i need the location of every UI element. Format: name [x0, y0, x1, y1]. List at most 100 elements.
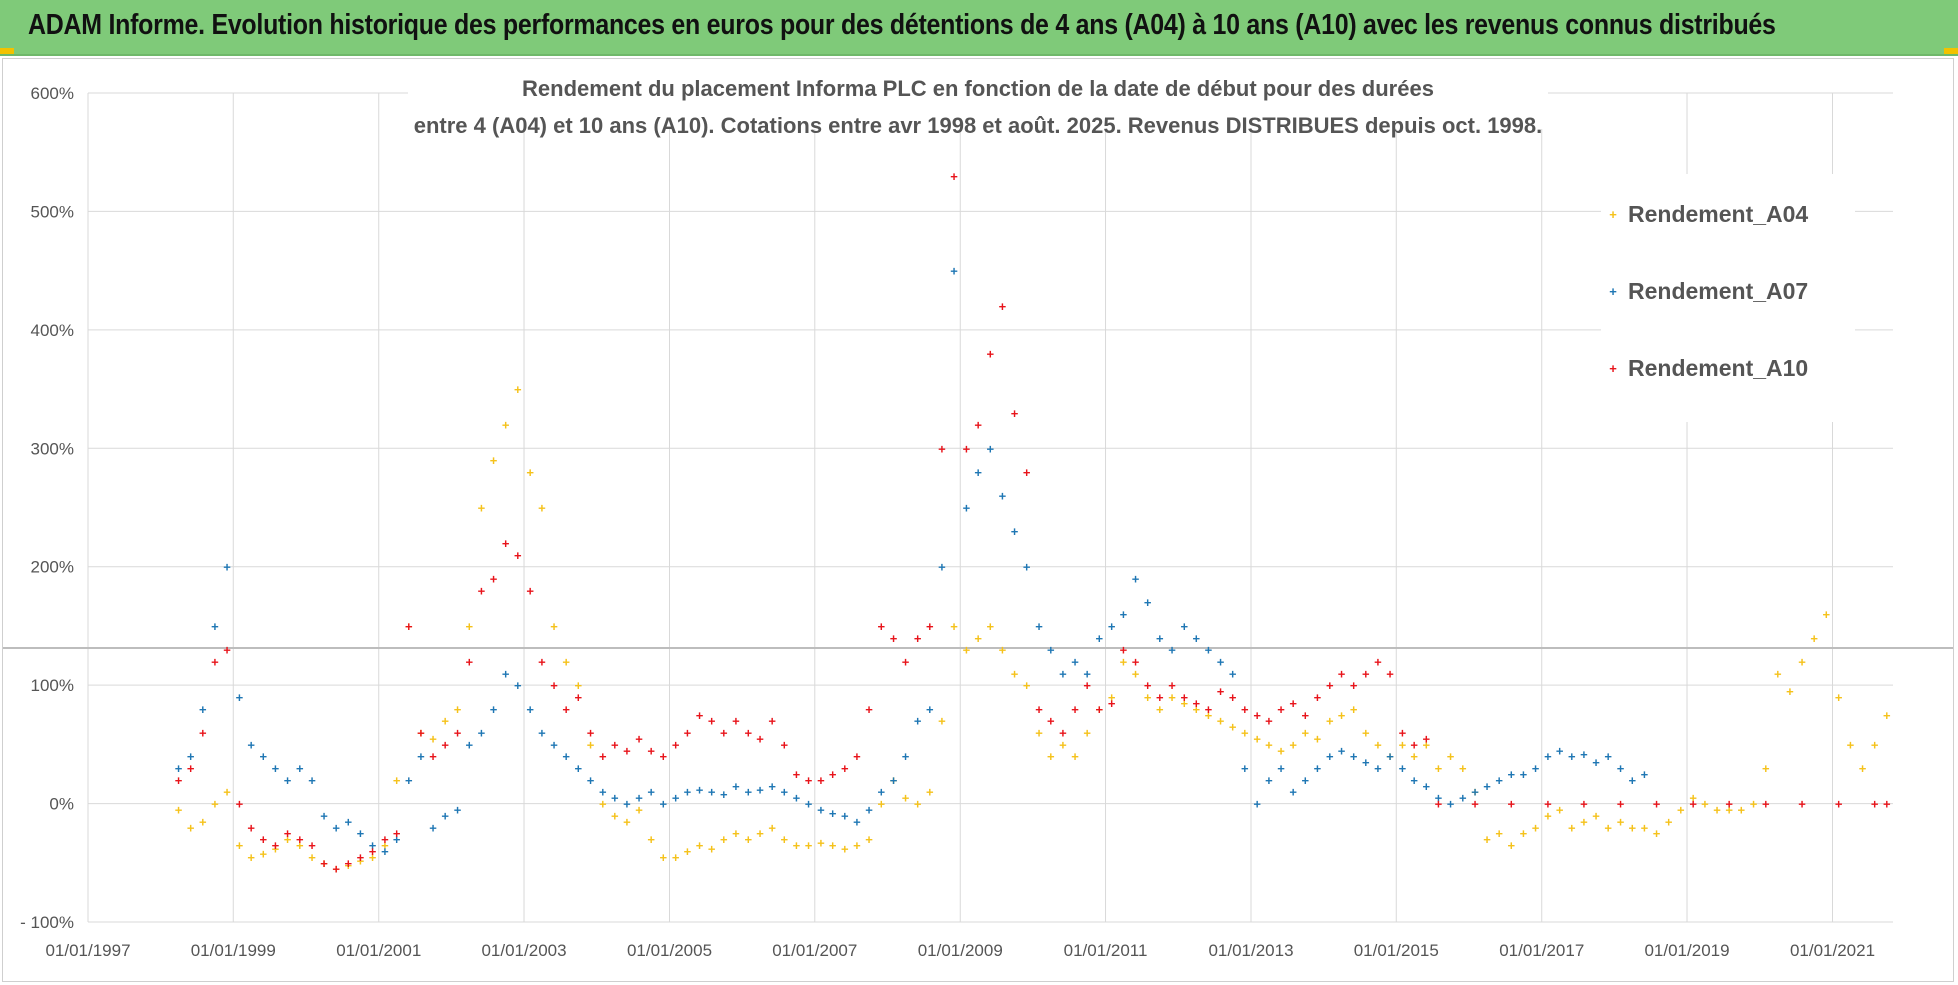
data-point: +: [199, 814, 207, 829]
data-point: +: [1265, 737, 1273, 752]
data-point: +: [1823, 607, 1831, 622]
data-point: +: [247, 820, 255, 835]
data-point: +: [963, 643, 971, 658]
data-point: +: [1192, 696, 1200, 711]
data-point: +: [1217, 684, 1225, 699]
data-point: +: [1120, 643, 1128, 658]
x-tick-label: 01/01/2015: [1354, 941, 1439, 960]
data-point: +: [357, 853, 365, 868]
data-point: +: [417, 726, 425, 741]
grid-lines: [87, 92, 1893, 923]
data-point: +: [708, 714, 716, 729]
data-point: +: [1289, 737, 1297, 752]
data-point: +: [805, 773, 813, 788]
data-point: +: [865, 802, 873, 817]
data-point: +: [1302, 726, 1310, 741]
data-point: +: [684, 726, 692, 741]
data-point: +: [308, 838, 316, 853]
data-point: +: [211, 619, 219, 634]
data-point: +: [987, 441, 995, 456]
data-point: +: [1229, 720, 1237, 735]
data-point: +: [381, 844, 389, 859]
data-point: +: [1120, 654, 1128, 669]
data-point: +: [732, 714, 740, 729]
x-tick-label: 01/01/2019: [1644, 941, 1729, 960]
data-point: +: [466, 654, 474, 669]
data-point: +: [938, 714, 946, 729]
data-point: +: [1181, 690, 1189, 705]
data-point: +: [1847, 737, 1855, 752]
data-point: +: [732, 779, 740, 794]
data-point: +: [841, 842, 849, 857]
data-point: +: [1326, 714, 1334, 729]
data-point: +: [623, 814, 631, 829]
data-point: +: [1253, 797, 1261, 812]
data-point: +: [1532, 820, 1540, 835]
data-point: +: [938, 441, 946, 456]
data-point: +: [175, 802, 183, 817]
legend-label: Rendement_A04: [1628, 201, 1808, 227]
data-point: +: [1059, 726, 1067, 741]
data-point: +: [817, 836, 825, 851]
data-point: +: [272, 761, 280, 776]
data-point: +: [1835, 690, 1843, 705]
data-point: +: [429, 749, 437, 764]
x-axis-ticks: 01/01/1997 01/01/1999 01/01/2001 01/01/2003…: [45, 941, 1875, 960]
data-point: +: [999, 643, 1007, 658]
data-point: +: [865, 832, 873, 847]
data-point: +: [1253, 708, 1261, 723]
data-point: +: [1871, 797, 1879, 812]
data-point: +: [1277, 761, 1285, 776]
data-point: +: [247, 737, 255, 752]
legend-marker: +: [1609, 207, 1617, 222]
data-point: +: [1083, 726, 1091, 741]
data-point: +: [1326, 749, 1334, 764]
data-point: +: [1338, 708, 1346, 723]
data-point: +: [926, 702, 934, 717]
data-point: +: [1629, 820, 1637, 835]
data-point: +: [320, 808, 328, 823]
x-tick-label: 01/01/1999: [191, 941, 276, 960]
data-point: +: [587, 773, 595, 788]
data-point: +: [1192, 631, 1200, 646]
data-point: +: [841, 808, 849, 823]
data-point: +: [441, 714, 449, 729]
data-point: +: [950, 619, 958, 634]
data-point: +: [1399, 737, 1407, 752]
data-point: +: [562, 702, 570, 717]
data-point: +: [1423, 737, 1431, 752]
x-tick-label: 01/01/2011: [1064, 941, 1148, 960]
data-point: +: [1205, 702, 1213, 717]
x-tick-label: 01/01/2003: [481, 941, 566, 960]
data-point: +: [575, 678, 583, 693]
data-point: +: [599, 749, 607, 764]
data-point: +: [720, 787, 728, 802]
data-point: +: [611, 808, 619, 823]
data-point: +: [478, 726, 486, 741]
data-point: +: [1762, 797, 1770, 812]
data-point: +: [454, 702, 462, 717]
data-point: +: [890, 631, 898, 646]
data-point: +: [308, 850, 316, 865]
data-point: +: [829, 806, 837, 821]
data-point: +: [441, 737, 449, 752]
data-point: +: [1508, 838, 1516, 853]
data-point: +: [405, 773, 413, 788]
data-point: +: [272, 842, 280, 857]
data-point: +: [1471, 785, 1479, 800]
data-point: +: [345, 858, 353, 873]
data-point: +: [1835, 797, 1843, 812]
data-point: +: [647, 832, 655, 847]
data-point: +: [1132, 654, 1140, 669]
data-point: +: [926, 619, 934, 634]
legend-marker: +: [1609, 284, 1617, 299]
data-point: +: [332, 820, 340, 835]
data-point: +: [805, 797, 813, 812]
data-point: +: [1011, 524, 1019, 539]
data-point: +: [1592, 755, 1600, 770]
data-point: +: [672, 737, 680, 752]
data-point: +: [369, 838, 377, 853]
data-point: +: [296, 761, 304, 776]
data-point: +: [345, 856, 353, 871]
data-point: +: [211, 797, 219, 812]
